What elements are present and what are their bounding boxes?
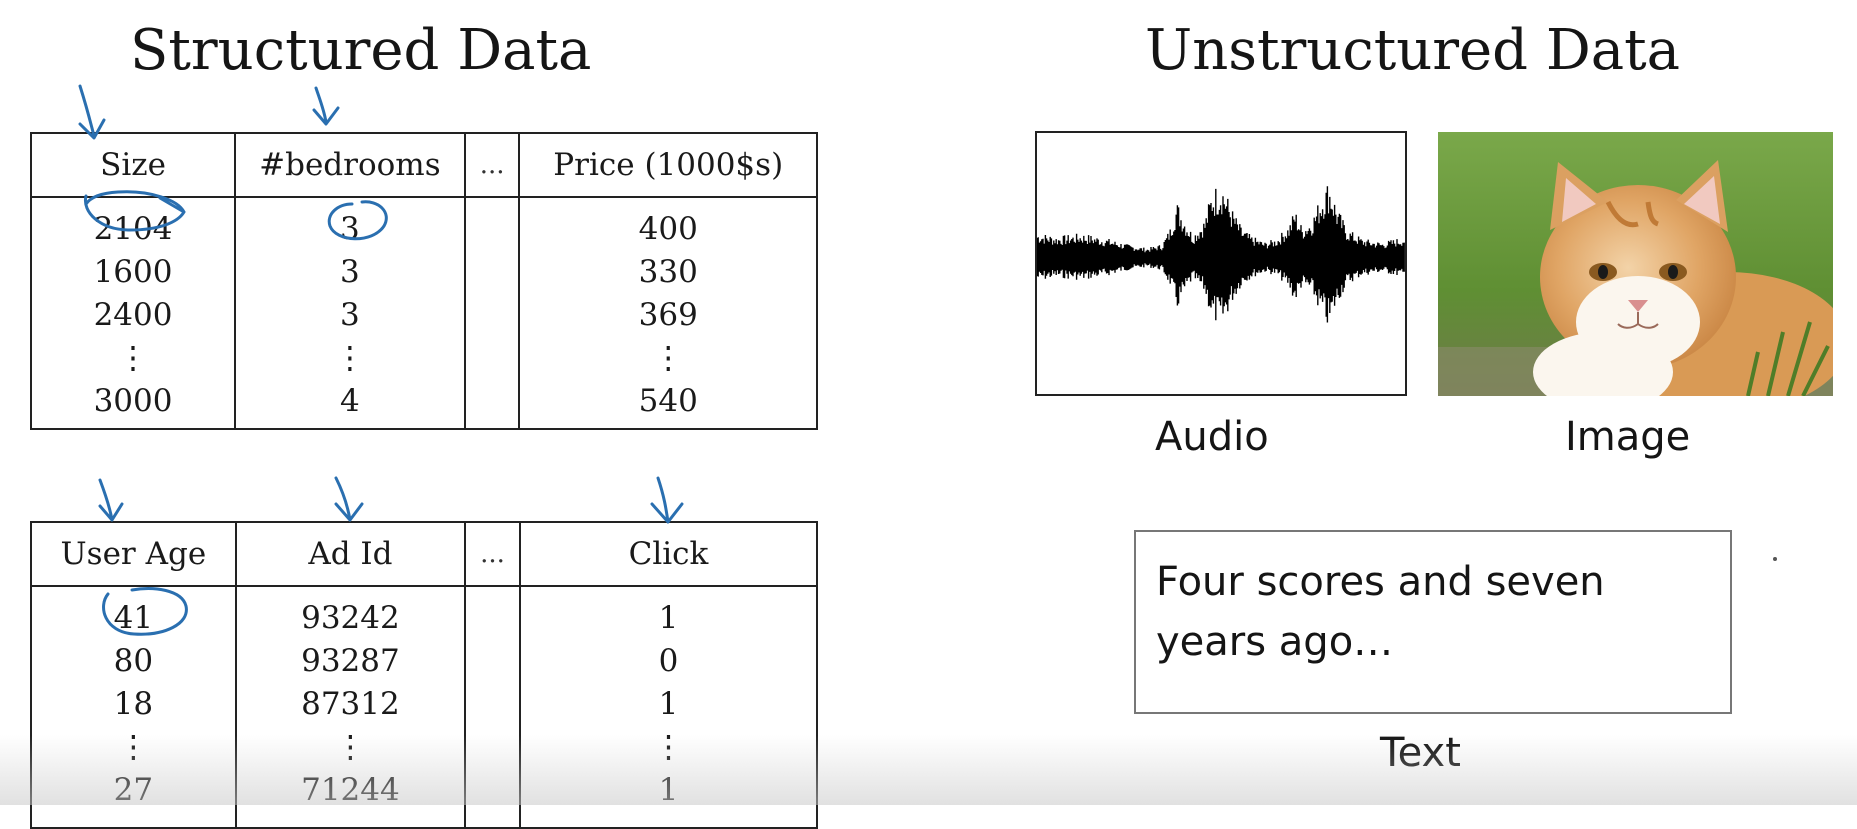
- arrow-down-icon: [334, 476, 364, 522]
- unstructured-data-heading: Unstructured Data: [1145, 18, 1681, 83]
- header-ellipsis: ...: [463, 132, 521, 198]
- ad-id-column: 93242 93287 87312 ⋮ 71244: [234, 586, 467, 828]
- user-age-column: 41 80 18 ⋮ 27: [30, 586, 237, 828]
- ads-table: User Age Ad Id ... Click 41 80 18 ⋮ 27: [30, 521, 819, 829]
- cat-icon: [1438, 132, 1833, 396]
- table-body: 41 80 18 ⋮ 27 93242 93287 87312 ⋮ 71244: [30, 586, 819, 828]
- table-cell: 3: [340, 211, 360, 247]
- table-cell: 80: [113, 643, 154, 679]
- table-cell: ⋮: [117, 340, 149, 376]
- arrow-down-icon: [98, 478, 124, 522]
- table-header-row: User Age Ad Id ... Click: [30, 521, 819, 587]
- arrow-down-icon: [312, 86, 340, 126]
- table-cell: 1: [658, 600, 679, 636]
- table-cell: 400: [638, 211, 698, 247]
- table-cell: 1: [658, 686, 679, 722]
- arrow-down-icon: [78, 84, 106, 140]
- header-click: Click: [518, 521, 819, 587]
- table-cell: 87312: [301, 686, 400, 722]
- table-cell: ⋮: [652, 340, 684, 376]
- header-ad-id: Ad Id: [234, 521, 467, 587]
- table-cell: 27: [113, 772, 154, 808]
- table-cell: 1: [658, 772, 679, 808]
- waveform-icon: [1036, 186, 1405, 323]
- size-column: 2104 1600 2400 ⋮ 3000: [29, 197, 237, 429]
- table-cell: ⋮: [652, 729, 684, 765]
- table-cell: 41: [113, 600, 154, 636]
- table-cell: 2104: [93, 211, 173, 247]
- table-cell: ⋮: [334, 340, 366, 376]
- table-body: 2104 1600 2400 ⋮ 3000 3 3 3 ⋮ 4: [29, 197, 818, 429]
- waveform-path: [1036, 186, 1405, 323]
- table-cell: 18: [113, 686, 154, 722]
- cat-image: [1438, 132, 1833, 396]
- table-cell: ⋮: [334, 729, 366, 765]
- arrow-down-icon: [650, 476, 684, 524]
- text-label: Text: [1380, 730, 1461, 776]
- table-cell: ⋮: [117, 729, 149, 765]
- bedrooms-column: 3 3 3 ⋮ 4: [234, 197, 466, 429]
- price-column: 400 330 369 ⋮ 540: [518, 197, 818, 429]
- text-sample-box: Four scores and seven years ago…: [1134, 530, 1732, 714]
- table-cell: 3: [340, 254, 360, 290]
- click-column: 1 0 1 ⋮ 1: [518, 586, 819, 828]
- image-label: Image: [1565, 414, 1691, 460]
- header-price: Price (1000$s): [518, 132, 818, 198]
- table-cell: 3: [340, 297, 360, 333]
- table-cell: 0: [658, 643, 679, 679]
- stray-dot: [1773, 557, 1777, 561]
- structured-data-heading: Structured Data: [130, 18, 592, 83]
- slide: Structured Data Unstructured Data Size #…: [0, 18, 1857, 829]
- table-cell: 540: [638, 383, 698, 419]
- header-size: Size: [29, 132, 237, 198]
- table-cell: 2400: [93, 297, 173, 333]
- table-cell: 93242: [301, 600, 400, 636]
- ellipsis-column: [463, 197, 521, 429]
- header-ellipsis: ...: [464, 521, 521, 587]
- table-cell: 330: [638, 254, 698, 290]
- header-user-age: User Age: [30, 521, 237, 587]
- audio-label: Audio: [1155, 414, 1269, 460]
- table-header-row: Size #bedrooms ... Price (1000$s): [29, 132, 818, 198]
- table-cell: 3000: [93, 383, 173, 419]
- housing-table: Size #bedrooms ... Price (1000$s) 2104 1…: [29, 132, 818, 430]
- table-cell: 93287: [301, 643, 400, 679]
- table-cell: 369: [638, 297, 698, 333]
- audio-waveform-box: [1035, 131, 1407, 396]
- text-sample: Four scores and seven years ago…: [1156, 559, 1605, 665]
- ellipsis-column: [464, 586, 521, 828]
- table-cell: 1600: [93, 254, 173, 290]
- table-cell: 71244: [301, 772, 400, 808]
- header-bedrooms: #bedrooms: [234, 132, 466, 198]
- table-cell: 4: [340, 383, 360, 419]
